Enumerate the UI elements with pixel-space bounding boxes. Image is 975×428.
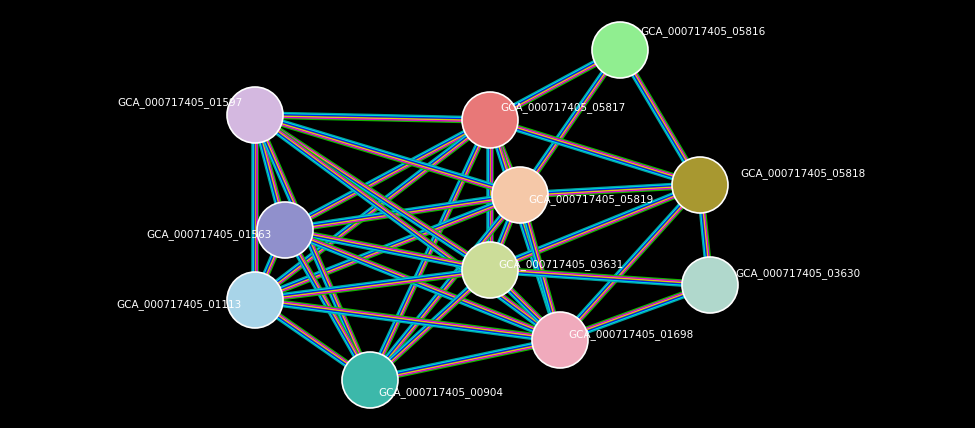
Text: GCA_000717405_01563: GCA_000717405_01563 xyxy=(147,229,272,241)
Ellipse shape xyxy=(492,167,548,223)
Text: GCA_000717405_01698: GCA_000717405_01698 xyxy=(568,330,693,340)
Ellipse shape xyxy=(257,202,313,258)
Ellipse shape xyxy=(532,312,588,368)
Text: GCA_000717405_03630: GCA_000717405_03630 xyxy=(735,268,860,279)
Ellipse shape xyxy=(342,352,398,408)
Text: GCA_000717405_00904: GCA_000717405_00904 xyxy=(378,387,503,398)
Text: GCA_000717405_03631: GCA_000717405_03631 xyxy=(498,259,623,270)
Ellipse shape xyxy=(462,242,518,298)
Text: GCA_000717405_05818: GCA_000717405_05818 xyxy=(740,169,865,179)
Ellipse shape xyxy=(592,22,648,78)
Text: GCA_000717405_01597: GCA_000717405_01597 xyxy=(118,98,243,108)
Text: GCA_000717405_05819: GCA_000717405_05819 xyxy=(528,195,653,205)
Text: GCA_000717405_01113: GCA_000717405_01113 xyxy=(117,300,242,310)
Text: GCA_000717405_05817: GCA_000717405_05817 xyxy=(500,103,625,113)
Ellipse shape xyxy=(227,272,283,328)
Text: GCA_000717405_05816: GCA_000717405_05816 xyxy=(640,27,765,38)
Ellipse shape xyxy=(462,92,518,148)
Ellipse shape xyxy=(672,157,728,213)
Ellipse shape xyxy=(227,87,283,143)
Ellipse shape xyxy=(682,257,738,313)
